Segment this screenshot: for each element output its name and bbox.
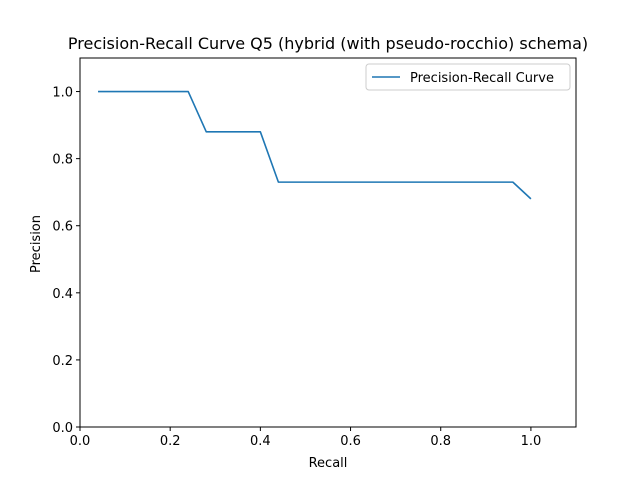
y-tick-label: 0.6	[52, 220, 73, 235]
y-tick-label: 0.0	[52, 421, 73, 436]
y-tick-label: 0.4	[52, 287, 73, 302]
x-tick-label: 0.8	[430, 434, 451, 449]
x-axis-label: Recall	[309, 456, 348, 471]
plot-frame	[79, 57, 577, 428]
y-tick-label: 0.8	[52, 153, 73, 168]
legend-box	[365, 63, 571, 91]
chart-title: Precision-Recall Curve Q5 (hybrid (with …	[68, 34, 588, 53]
x-axis: 0.0 0.2 0.4 0.6 0.8 1.0	[70, 427, 542, 449]
y-axis: 0.0 0.2 0.4 0.6 0.8 1.0	[52, 86, 80, 436]
x-tick-label: 0.6	[340, 434, 361, 449]
x-tick-label: 0.4	[250, 434, 271, 449]
y-tick-label: 1.0	[52, 86, 73, 101]
y-axis-label: Precision	[29, 215, 44, 273]
legend: Precision-Recall Curve	[365, 63, 571, 91]
x-tick-label: 0.0	[70, 434, 91, 449]
series-layer	[98, 90, 532, 200]
x-tick-label: 0.2	[160, 434, 181, 449]
plot-area	[79, 57, 577, 428]
y-tick-label: 0.2	[52, 354, 73, 369]
x-tick-label: 1.0	[521, 434, 542, 449]
legend-label: Precision-Recall Curve	[410, 71, 554, 86]
series-line	[98, 90, 532, 200]
